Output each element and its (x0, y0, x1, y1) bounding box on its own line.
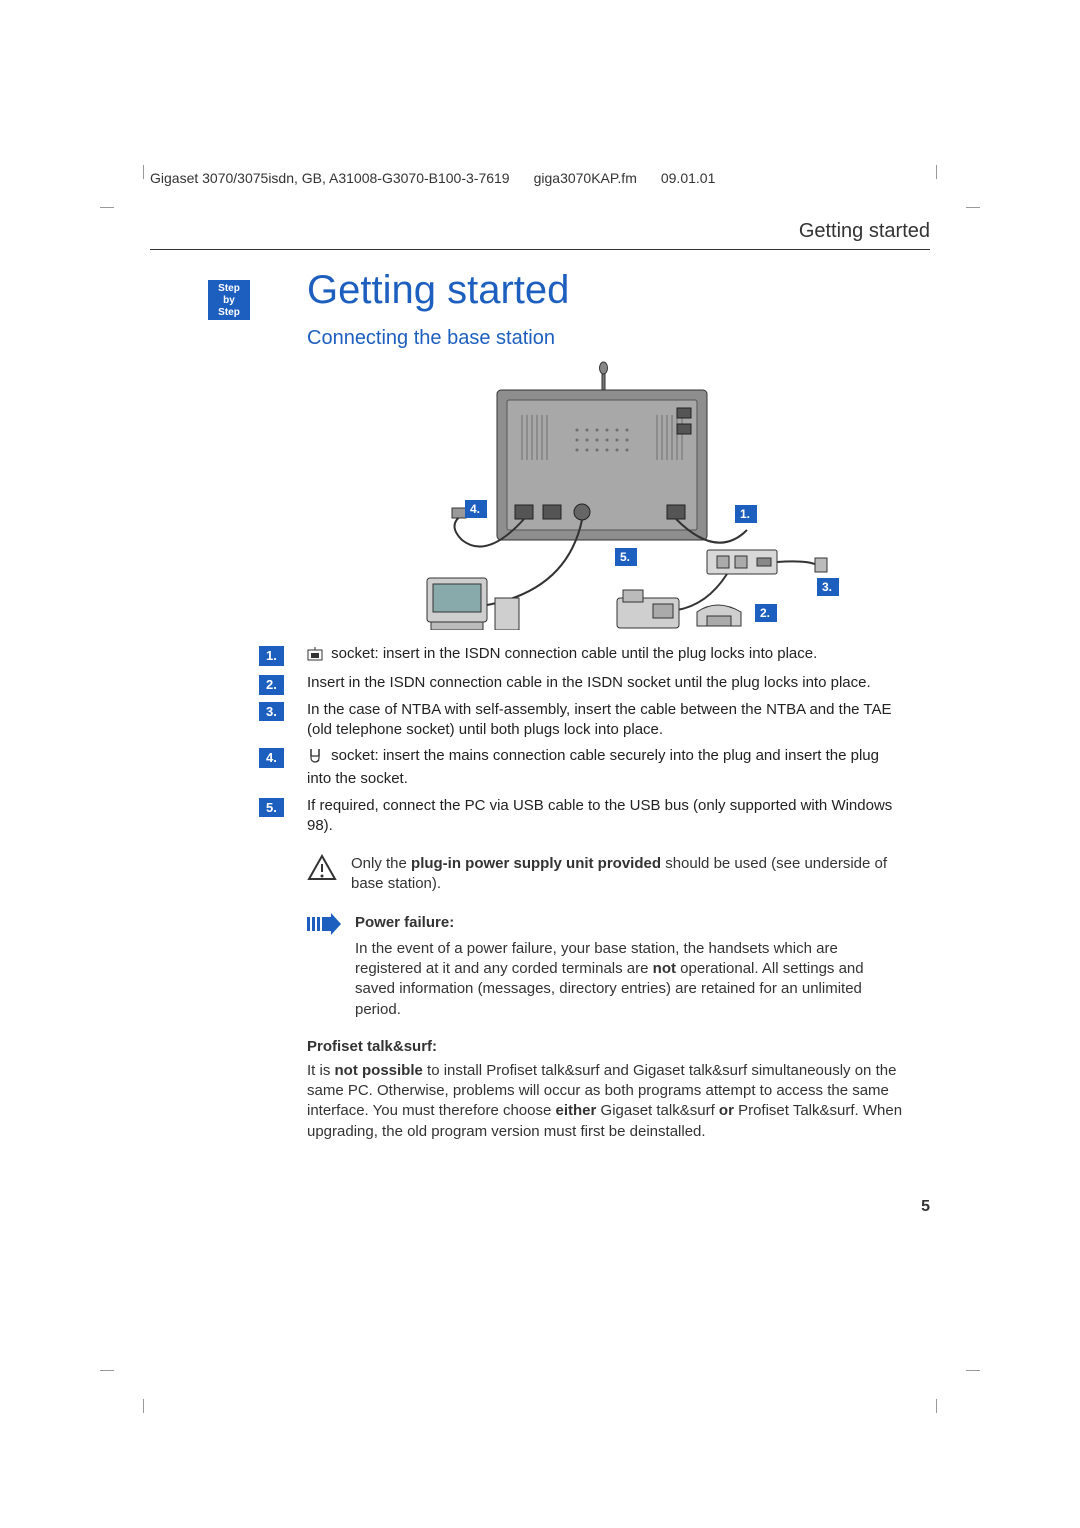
doc-id: Gigaset 3070/3075isdn, GB, A31008-G3070-… (150, 170, 510, 186)
step-item: 5. If required, connect the PC via USB c… (307, 796, 907, 837)
running-title: Getting started (150, 220, 930, 243)
warning-icon (307, 854, 337, 895)
svg-text:1.: 1. (740, 507, 750, 521)
crop-mark (966, 1370, 980, 1371)
step-number-badge: 5. (259, 798, 284, 818)
note-body: In the event of a power failure, your ba… (355, 939, 907, 1020)
svg-text:2.: 2. (760, 606, 770, 620)
step-number-badge: 4. (259, 748, 284, 768)
step-number-badge: 2. (259, 675, 284, 695)
doc-header: Gigaset 3070/3075isdn, GB, A31008-G3070-… (150, 170, 930, 186)
svg-text:3.: 3. (822, 580, 832, 594)
step-text: Insert in the ISDN connection cable in t… (307, 674, 871, 691)
crop-mark (100, 1370, 114, 1371)
crop-mark (966, 207, 980, 208)
isdn-socket-icon (307, 647, 323, 667)
crop-mark (936, 1399, 937, 1413)
badge-line: Step (208, 283, 250, 295)
text-bold: not (653, 960, 676, 977)
text-bold: or (719, 1102, 734, 1119)
badge-line: by (208, 295, 250, 307)
content-column: Getting started Connecting the base stat… (307, 268, 907, 1142)
page-number: 5 (921, 1198, 930, 1216)
step-item: 2. Insert in the ISDN connection cable i… (307, 673, 907, 693)
divider (150, 249, 930, 250)
crop-mark (143, 1399, 144, 1413)
profiset-body: It is not possible to install Profiset t… (307, 1061, 907, 1142)
note-heading: Power failure: (355, 913, 907, 933)
svg-text:5.: 5. (620, 550, 630, 564)
step-item: 1. socket: insert in the ISDN connection… (307, 644, 907, 667)
text: Gigaset talk&surf (596, 1102, 719, 1119)
step-item: 3. In the case of NTBA with self-assembl… (307, 700, 907, 741)
step-text: In the case of NTBA with self-assembly, … (307, 701, 891, 738)
page-body: Gigaset 3070/3075isdn, GB, A31008-G3070-… (150, 170, 930, 250)
power-failure-note: Power failure: In the event of a power f… (307, 913, 907, 1020)
page-title: Getting started (307, 268, 907, 313)
warning-text: Only the plug-in power supply unit provi… (351, 854, 907, 895)
crop-mark (936, 165, 937, 179)
badge-line: Step (208, 307, 250, 319)
text: It is (307, 1062, 335, 1079)
text-bold: either (556, 1102, 597, 1119)
doc-date: 09.01.01 (661, 170, 716, 186)
warning-note: Only the plug-in power supply unit provi… (307, 854, 907, 895)
crop-mark (100, 207, 114, 208)
section-subtitle: Connecting the base station (307, 327, 907, 350)
power-failure-text: Power failure: In the event of a power f… (355, 913, 907, 1020)
text-bold: plug-in power supply unit provided (411, 855, 661, 872)
svg-text:4.: 4. (470, 502, 480, 516)
connection-diagram: 4. 1. 5. 3. 2. (367, 360, 847, 630)
doc-filename: giga3070KAP.fm (534, 170, 637, 186)
arrow-icon (307, 913, 341, 1020)
crop-mark (143, 165, 144, 179)
step-item: 4. socket: insert the mains connection c… (307, 746, 907, 790)
power-socket-icon (307, 747, 323, 769)
step-by-step-badge: Step by Step (208, 280, 250, 320)
text-bold: not possible (335, 1062, 423, 1079)
profiset-heading: Profiset talk&surf: (307, 1038, 907, 1055)
text: Only the (351, 855, 411, 872)
step-number-badge: 3. (259, 702, 284, 722)
step-text: If required, connect the PC via USB cabl… (307, 797, 892, 834)
step-number-badge: 1. (259, 646, 284, 666)
step-text: socket: insert the mains connection cabl… (307, 747, 879, 787)
step-text: socket: insert in the ISDN connection ca… (327, 645, 817, 662)
